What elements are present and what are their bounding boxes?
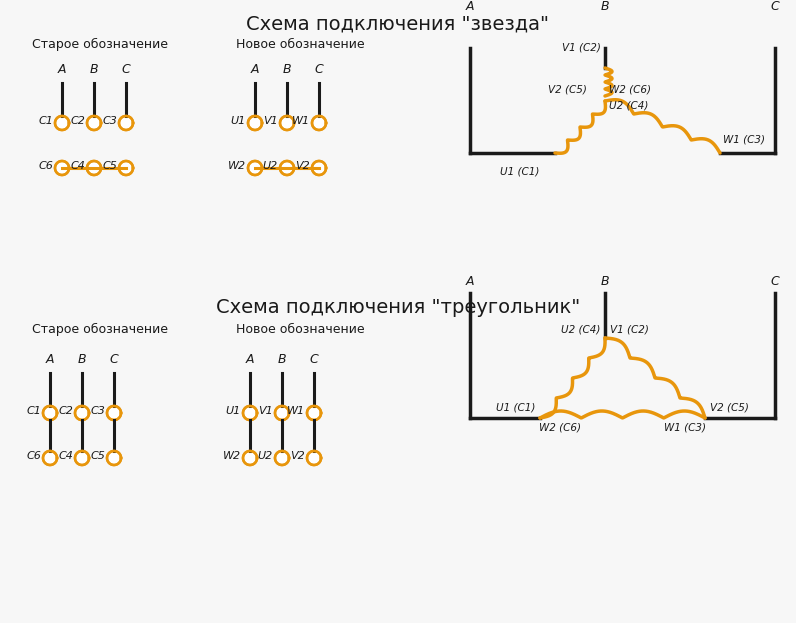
Text: C3: C3 <box>90 406 105 416</box>
Text: W1: W1 <box>287 406 305 416</box>
Text: U2 (C4): U2 (C4) <box>560 325 600 335</box>
Text: A: A <box>58 63 66 76</box>
Text: V1: V1 <box>263 116 278 126</box>
Text: C: C <box>122 63 131 76</box>
Polygon shape <box>55 161 69 175</box>
Polygon shape <box>307 451 321 465</box>
Text: U2: U2 <box>258 451 273 461</box>
Text: Старое обозначение: Старое обозначение <box>32 38 168 51</box>
Text: U1 (C1): U1 (C1) <box>501 167 540 177</box>
Text: A: A <box>466 0 474 13</box>
Text: B: B <box>278 353 287 366</box>
Text: A: A <box>45 353 54 366</box>
Text: V1 (C2): V1 (C2) <box>562 43 601 53</box>
Text: V1 (C2): V1 (C2) <box>610 325 649 335</box>
Polygon shape <box>243 451 257 465</box>
Text: U1: U1 <box>231 116 246 126</box>
Text: U2: U2 <box>263 161 278 171</box>
Text: C2: C2 <box>58 406 73 416</box>
Polygon shape <box>55 116 69 130</box>
Text: U1: U1 <box>226 406 241 416</box>
Text: C2: C2 <box>70 116 85 126</box>
Text: B: B <box>601 275 609 288</box>
Polygon shape <box>43 406 57 420</box>
Text: Схема подключения "треугольник": Схема подключения "треугольник" <box>216 298 580 317</box>
Text: A: A <box>251 63 259 76</box>
Polygon shape <box>275 406 289 420</box>
Text: W2: W2 <box>228 161 246 171</box>
Text: C: C <box>771 0 779 13</box>
Polygon shape <box>75 406 89 420</box>
Text: B: B <box>78 353 86 366</box>
Text: C5: C5 <box>102 161 117 171</box>
Polygon shape <box>119 161 133 175</box>
Text: B: B <box>283 63 291 76</box>
Text: U1 (C1): U1 (C1) <box>496 403 535 413</box>
Text: C6: C6 <box>38 161 53 171</box>
Polygon shape <box>312 161 326 175</box>
Polygon shape <box>312 116 326 130</box>
Text: V2 (C5): V2 (C5) <box>548 84 587 94</box>
Text: C6: C6 <box>26 451 41 461</box>
Text: C: C <box>314 63 323 76</box>
Text: W2 (C6): W2 (C6) <box>609 84 651 94</box>
Text: Новое обозначение: Новое обозначение <box>236 38 365 51</box>
Polygon shape <box>307 406 321 420</box>
Polygon shape <box>87 161 101 175</box>
Polygon shape <box>280 161 294 175</box>
Polygon shape <box>75 451 89 465</box>
Text: W2 (C6): W2 (C6) <box>539 423 581 433</box>
Text: V1: V1 <box>258 406 273 416</box>
Polygon shape <box>107 406 121 420</box>
Text: V2: V2 <box>291 451 305 461</box>
Text: C1: C1 <box>38 116 53 126</box>
Text: Новое обозначение: Новое обозначение <box>236 323 365 336</box>
Text: C: C <box>771 275 779 288</box>
Text: C1: C1 <box>26 406 41 416</box>
Text: C3: C3 <box>102 116 117 126</box>
Polygon shape <box>43 451 57 465</box>
Text: V2 (C5): V2 (C5) <box>710 403 749 413</box>
Polygon shape <box>275 451 289 465</box>
Text: W1 (C3): W1 (C3) <box>723 134 765 144</box>
Text: W1 (C3): W1 (C3) <box>664 423 706 433</box>
Text: B: B <box>601 0 609 13</box>
Text: U2 (C4): U2 (C4) <box>609 101 649 111</box>
Polygon shape <box>280 116 294 130</box>
Polygon shape <box>248 161 262 175</box>
Text: W1: W1 <box>292 116 310 126</box>
Text: V2: V2 <box>295 161 310 171</box>
Text: B: B <box>90 63 99 76</box>
Text: C4: C4 <box>70 161 85 171</box>
Text: C4: C4 <box>58 451 73 461</box>
Text: W2: W2 <box>223 451 241 461</box>
Polygon shape <box>87 116 101 130</box>
Text: Схема подключения "звезда": Схема подключения "звезда" <box>247 15 549 34</box>
Text: C: C <box>310 353 318 366</box>
Text: Старое обозначение: Старое обозначение <box>32 323 168 336</box>
Text: C5: C5 <box>90 451 105 461</box>
Text: C: C <box>110 353 119 366</box>
Text: A: A <box>466 275 474 288</box>
Polygon shape <box>107 451 121 465</box>
Polygon shape <box>243 406 257 420</box>
Polygon shape <box>119 116 133 130</box>
Polygon shape <box>248 116 262 130</box>
Text: A: A <box>246 353 254 366</box>
